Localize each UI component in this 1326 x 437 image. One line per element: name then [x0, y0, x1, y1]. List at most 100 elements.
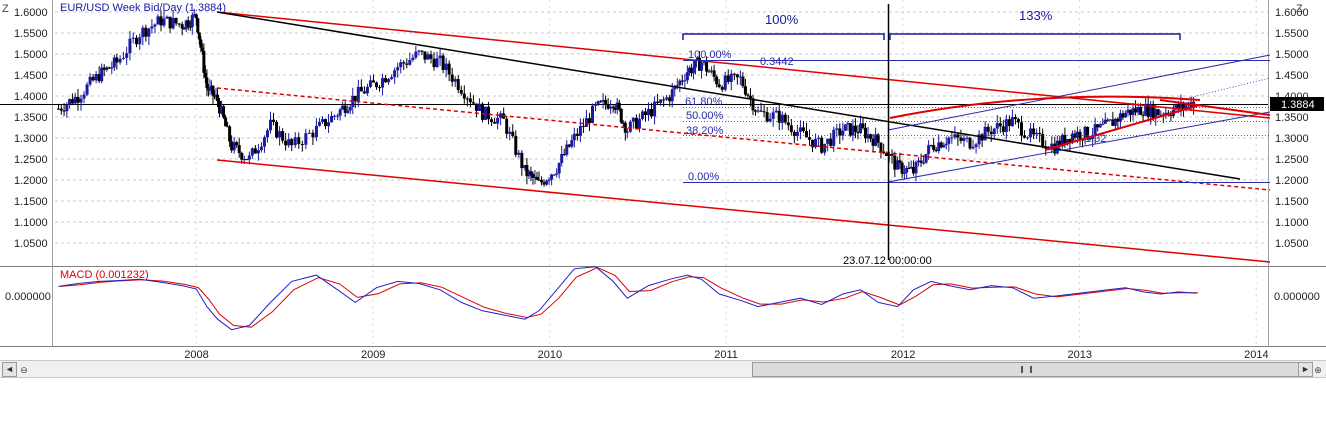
price-tick-label: 1.3000 [1275, 133, 1309, 145]
candle-body [792, 131, 796, 137]
candle-body [324, 119, 328, 127]
candle-body [643, 111, 647, 116]
candle-body [748, 95, 752, 99]
candle-body [390, 77, 394, 80]
candle-body [680, 80, 684, 82]
candle-body [668, 97, 672, 102]
candle-body [613, 107, 617, 110]
year-tick-label: 2014 [1244, 349, 1268, 360]
candle-body [1050, 143, 1054, 150]
channel-mid-dashed-line[interactable] [216, 87, 1271, 191]
candle-body [765, 112, 769, 122]
candle-body [823, 143, 827, 153]
candle-body [726, 75, 730, 82]
year-tick-label: 2012 [891, 349, 915, 360]
candle-body [829, 138, 833, 146]
candle-body [1181, 102, 1185, 109]
candle-body [368, 80, 372, 87]
candle-body [73, 96, 77, 104]
candle-body [1189, 102, 1193, 109]
candle-body [450, 74, 454, 82]
candle-body [590, 105, 594, 123]
candle-body [162, 18, 166, 26]
candle-body [224, 117, 228, 127]
scroll-zoom-in-icon[interactable]: ⊕ [1314, 365, 1322, 375]
scroll-left-button[interactable]: ◄ [2, 362, 17, 377]
candle-body [107, 67, 111, 69]
macd-zero-left: 0.000000 [5, 291, 51, 303]
price-tick-label: 1.4500 [14, 70, 48, 82]
candle-body [917, 160, 921, 163]
candle-body [1169, 115, 1173, 117]
fib-50-label: 50.00% [686, 110, 724, 122]
candle-body [1063, 134, 1067, 145]
candle-body [259, 146, 263, 151]
scrollbar-thumb[interactable] [752, 362, 1299, 377]
scroll-right-button[interactable]: ► [1298, 362, 1313, 377]
candle-body [712, 70, 716, 77]
horizontal-scrollbar[interactable]: ◄ ⊖ ► ⊕ [0, 360, 1326, 378]
zoom-out-icon[interactable]: Z [1296, 3, 1303, 15]
candle-body [601, 99, 605, 102]
candle-body [615, 102, 619, 110]
candle-body [835, 128, 839, 130]
candle-body [647, 108, 651, 116]
candle-body [959, 137, 963, 141]
candle-body [717, 84, 721, 87]
candle-body [683, 80, 687, 82]
candle-body [720, 86, 724, 90]
candle-body [611, 106, 615, 108]
candle-body [402, 62, 406, 64]
candle-body [817, 137, 821, 139]
candle-body [287, 139, 291, 146]
candle-body [882, 151, 886, 154]
candle-body [487, 106, 491, 120]
zoom-in-icon[interactable]: Z [2, 3, 9, 15]
candle-body [1073, 133, 1077, 138]
candle-body [1023, 135, 1027, 138]
candle-body [226, 126, 230, 128]
candle-body [934, 149, 938, 152]
candle-body [1019, 122, 1023, 136]
candle-body [208, 86, 212, 91]
candle-body [245, 159, 249, 161]
candle-body [1096, 124, 1100, 128]
channel-lower-line[interactable] [216, 159, 1271, 263]
candle-body [76, 96, 80, 103]
candle-body [604, 99, 608, 105]
scroll-zoom-out-icon[interactable]: ⊖ [20, 365, 28, 375]
candle-body [511, 131, 515, 136]
candle-body [533, 176, 537, 178]
candle-body [689, 67, 693, 74]
forex-chart[interactable]: 1.6000 1.5500 1.5000 1.4500 1.4000 1.3500 1.30… [0, 0, 1326, 360]
channel-upper-line[interactable] [216, 11, 1271, 119]
candle-body [205, 77, 209, 89]
candle-body [1126, 109, 1130, 113]
candle-body [929, 145, 933, 147]
candle-body [907, 167, 911, 169]
candle-body [587, 118, 591, 123]
candle-body [623, 122, 627, 133]
black-trendline[interactable] [216, 11, 1241, 180]
candle-body [942, 144, 946, 148]
candle-body [165, 16, 169, 19]
candle-body [932, 145, 936, 150]
candle-body [1146, 103, 1150, 117]
candle-body [88, 76, 92, 85]
price-tick-label: 1.3500 [1275, 112, 1309, 124]
candle-body [200, 47, 204, 52]
candle-body [947, 137, 951, 144]
fibonacci-retracement[interactable]: 100.00% 0.3442 61.80% 50.00% 38.20% 0.00… [683, 49, 1270, 183]
candle-body [65, 104, 69, 112]
triangle-pattern[interactable]: 1.32 [889, 95, 1271, 151]
candle-body [474, 103, 478, 111]
candle-body [1091, 135, 1095, 139]
year-tick-label: 2010 [538, 349, 562, 360]
candle-body [1128, 109, 1132, 116]
candle-body [203, 72, 207, 78]
rising-channel[interactable] [887, 54, 1271, 183]
candle-body [420, 50, 424, 52]
candle-body [565, 144, 569, 155]
candle-body [995, 123, 999, 129]
candle-body [659, 99, 663, 103]
